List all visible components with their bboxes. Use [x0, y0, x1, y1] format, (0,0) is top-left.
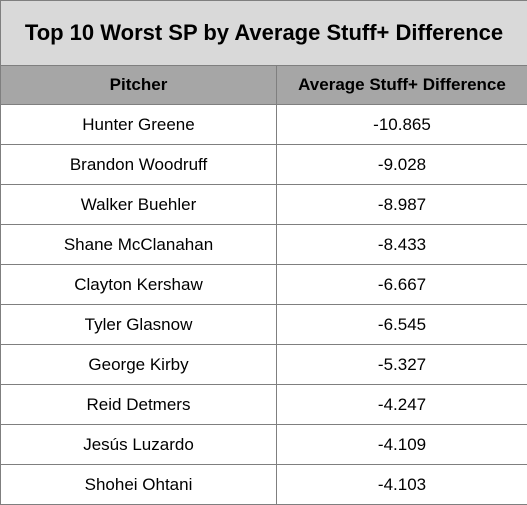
pitcher-cell: Shohei Ohtani: [1, 465, 277, 505]
table-row: Reid Detmers -4.247: [1, 385, 527, 425]
pitcher-cell: Reid Detmers: [1, 385, 277, 425]
pitcher-cell: Walker Buehler: [1, 185, 277, 225]
table-row: Brandon Woodruff -9.028: [1, 145, 527, 185]
header-row: Pitcher Average Stuff+ Difference: [1, 66, 527, 105]
table-row: Tyler Glasnow -6.545: [1, 305, 527, 345]
stuff-difference-cell: -10.865: [277, 105, 527, 145]
pitcher-cell: Clayton Kershaw: [1, 265, 277, 305]
pitcher-cell: Tyler Glasnow: [1, 305, 277, 345]
table-row: Hunter Greene -10.865: [1, 105, 527, 145]
pitcher-cell: Brandon Woodruff: [1, 145, 277, 185]
stuff-difference-cell: -4.247: [277, 385, 527, 425]
table-body: Hunter Greene -10.865 Brandon Woodruff -…: [1, 105, 527, 505]
stuff-difference-cell: -5.327: [277, 345, 527, 385]
table-row: Jesús Luzardo -4.109: [1, 425, 527, 465]
stuff-difference-cell: -6.667: [277, 265, 527, 305]
title-row: Top 10 Worst SP by Average Stuff+ Differ…: [1, 1, 527, 66]
pitcher-cell: Shane McClanahan: [1, 225, 277, 265]
pitcher-cell: Jesús Luzardo: [1, 425, 277, 465]
pitcher-cell: Hunter Greene: [1, 105, 277, 145]
column-header-stuff-difference: Average Stuff+ Difference: [277, 66, 527, 105]
column-header-pitcher: Pitcher: [1, 66, 277, 105]
table-row: George Kirby -5.327: [1, 345, 527, 385]
table-row: Walker Buehler -8.987: [1, 185, 527, 225]
table-row: Shane McClanahan -8.433: [1, 225, 527, 265]
stuff-difference-cell: -8.987: [277, 185, 527, 225]
stuff-difference-cell: -9.028: [277, 145, 527, 185]
stuff-difference-cell: -8.433: [277, 225, 527, 265]
stuff-difference-cell: -4.109: [277, 425, 527, 465]
pitcher-cell: George Kirby: [1, 345, 277, 385]
table-row: Shohei Ohtani -4.103: [1, 465, 527, 505]
stuff-difference-cell: -6.545: [277, 305, 527, 345]
table-row: Clayton Kershaw -6.667: [1, 265, 527, 305]
stuff-difference-cell: -4.103: [277, 465, 527, 505]
table-title: Top 10 Worst SP by Average Stuff+ Differ…: [1, 1, 527, 66]
